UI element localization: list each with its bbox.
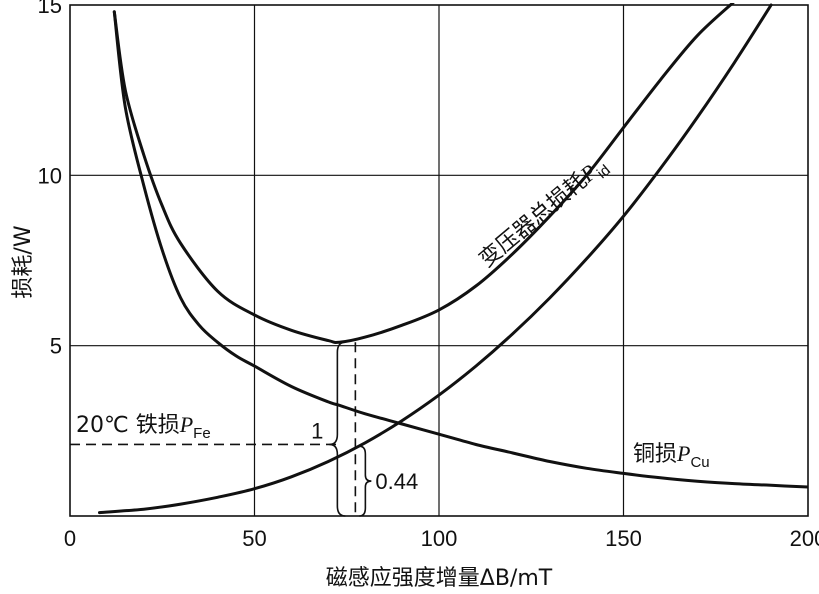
- y-tick-label: 15: [38, 0, 62, 18]
- bracket-upper-value: 1: [311, 418, 323, 443]
- y-tick-label: 10: [38, 163, 62, 188]
- iron-loss-label: 20℃ 铁损PFe: [76, 412, 211, 442]
- iron-loss-line: [112, 10, 808, 489]
- grid: [70, 5, 808, 516]
- x-tick-label: 150: [605, 526, 642, 551]
- total-loss-label: 变压器总损耗Pid: [474, 152, 614, 276]
- copper-loss-label: 铜损PCu: [633, 441, 710, 471]
- x-tick-label: 0: [64, 526, 76, 551]
- lower-bracket: [359, 445, 372, 517]
- x-axis-title: 磁感应强度增量ΔB/mT: [326, 566, 553, 591]
- bracket-lower-value: 0.44: [375, 469, 418, 494]
- series-curves: [98, 3, 808, 515]
- annotations: 变压器总损耗Pid 20℃ 铁损PFe 铜损PCu 1 0.44: [70, 152, 710, 517]
- y-tick-label: 5: [50, 334, 62, 359]
- y-axis-title: 损耗/W: [11, 225, 36, 298]
- upper-bracket: [329, 341, 346, 517]
- plot-frame: [69, 4, 809, 517]
- y-tick-labels: 5 10 15: [38, 0, 62, 359]
- x-tick-label: 50: [242, 526, 266, 551]
- x-tick-label: 100: [421, 526, 458, 551]
- total-loss-line: [112, 3, 735, 345]
- x-tick-label: 200: [790, 526, 819, 551]
- copper-loss-line: [98, 3, 773, 515]
- x-tick-labels: 0 50 100 150 200: [64, 526, 819, 551]
